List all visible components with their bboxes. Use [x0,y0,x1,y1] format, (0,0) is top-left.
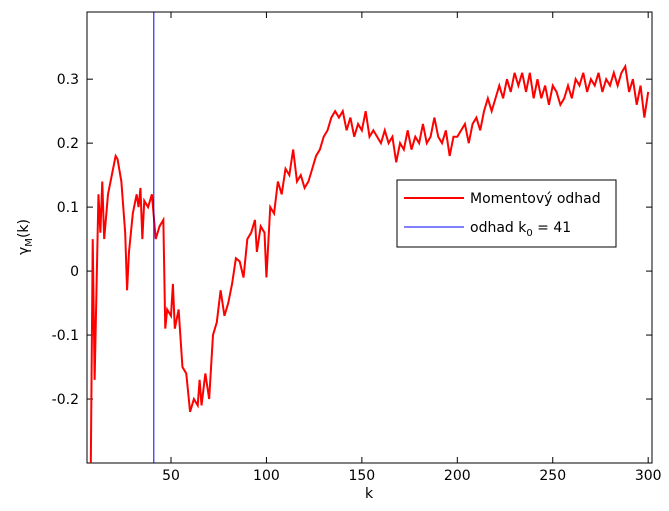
x-tick-label: 250 [539,468,566,484]
legend-subscript: 0 [526,228,532,239]
data-line [89,63,650,463]
y-tick-label: 0.2 [57,136,79,152]
legend-text: odhad k [470,220,527,236]
y-tick-label: 0.1 [57,200,79,216]
x-tick-label: 150 [348,468,375,484]
y-axis-label: γM(k) [16,219,35,255]
legend-label: odhad k0 = 41 [470,220,571,239]
x-tick-label: 300 [635,468,662,484]
y-tick-label: -0.2 [52,392,79,408]
legend: Momentový odhad odhad k0 = 41 [396,179,617,248]
legend-text: Momentový odhad [470,191,601,207]
x-tick-label: 50 [162,468,180,484]
legend-box [396,179,617,248]
y-tick-label: 0.3 [57,72,79,88]
y-tick-label: -0.1 [52,328,79,344]
legend-label: Momentový odhad [470,191,601,207]
legend-suffix: = 41 [533,220,571,236]
x-axis-label: k [365,486,374,502]
x-tick-label: 100 [253,468,280,484]
x-tick-label: 200 [444,468,471,484]
y-tick-label: 0 [70,264,79,280]
